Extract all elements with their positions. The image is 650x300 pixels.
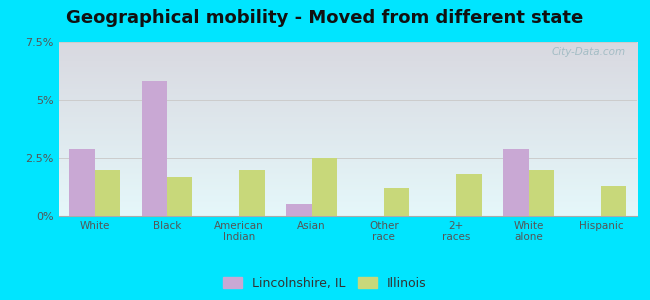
- Bar: [503, 149, 528, 216]
- Bar: [95, 169, 120, 216]
- Text: Geographical mobility - Moved from different state: Geographical mobility - Moved from diffe…: [66, 9, 584, 27]
- Bar: [456, 174, 482, 216]
- Bar: [70, 149, 95, 216]
- Bar: [239, 169, 265, 216]
- Bar: [286, 204, 311, 216]
- Bar: [384, 188, 410, 216]
- Bar: [528, 169, 554, 216]
- Text: City-Data.com: City-Data.com: [551, 47, 625, 57]
- Bar: [167, 177, 192, 216]
- Bar: [601, 186, 626, 216]
- Bar: [311, 158, 337, 216]
- Legend: Lincolnshire, IL, Illinois: Lincolnshire, IL, Illinois: [220, 273, 430, 294]
- Bar: [142, 81, 167, 216]
